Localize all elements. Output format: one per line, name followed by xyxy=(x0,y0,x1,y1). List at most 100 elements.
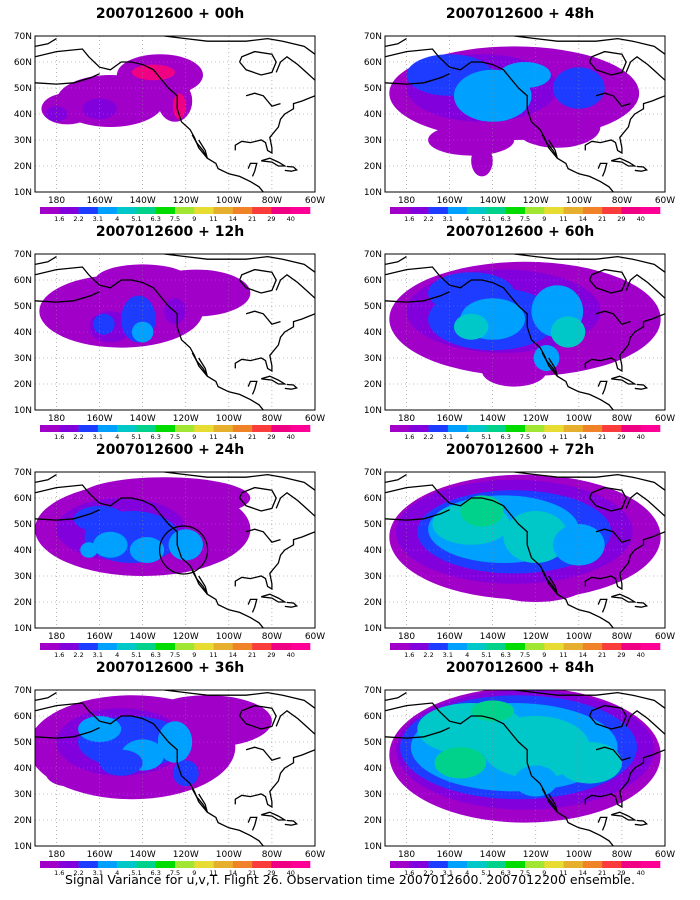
lat-tick-label: 10N xyxy=(14,842,32,852)
colorbar-swatch xyxy=(136,861,157,868)
colorbar-swatch xyxy=(155,643,176,650)
lon-tick-label: 100W xyxy=(216,850,242,860)
colorbar-swatch xyxy=(136,207,157,214)
coastline xyxy=(541,788,558,813)
lon-tick-label: 140W xyxy=(480,632,506,642)
variance-contour xyxy=(499,62,551,88)
lon-tick-label: 180 xyxy=(398,632,415,642)
lon-tick-label: 160W xyxy=(437,414,463,424)
lon-tick-label: 100W xyxy=(566,850,592,860)
coastline xyxy=(284,601,299,608)
coastline xyxy=(597,380,608,395)
gridlines xyxy=(35,36,316,192)
coastline xyxy=(385,509,450,521)
colorbar-label: 21 xyxy=(598,651,606,658)
lat-tick-label: 30N xyxy=(364,790,382,800)
coastline xyxy=(247,598,258,613)
map-panel: 2007012600 + 00h 10N 20N 30N 40N 50N 60N 70N 180… xyxy=(0,6,340,222)
coastline xyxy=(611,375,638,385)
colorbar-label: 5.1 xyxy=(481,215,491,222)
map-frame xyxy=(34,689,316,847)
lat-tick-label: 40N xyxy=(364,328,382,338)
coastline xyxy=(584,313,665,373)
map-panel: 2007012600 + 36h 10N 20N 30N 40N 50N 60N 70N 180… xyxy=(0,660,340,876)
variance-contour xyxy=(460,495,504,527)
colorbar-swatch xyxy=(390,207,410,214)
colorbar-swatch xyxy=(409,643,429,650)
lon-tick-label: 120W xyxy=(523,850,549,860)
colorbar-swatch xyxy=(97,425,118,432)
coastlines xyxy=(35,36,315,192)
lon-tick-label: 180 xyxy=(48,414,65,424)
colorbar-swatch xyxy=(59,425,79,432)
colorbar-swatch xyxy=(117,207,137,214)
colorbar-label: 40 xyxy=(637,433,645,440)
colorbar-swatch xyxy=(78,861,99,868)
coastline xyxy=(385,727,450,739)
colorbar-swatch xyxy=(194,207,214,214)
colorbar-label: 21 xyxy=(598,215,606,222)
colorbar-swatch xyxy=(621,207,642,214)
variance-contour xyxy=(95,264,191,296)
colorbar-swatch xyxy=(59,207,79,214)
lon-tick-label: 120W xyxy=(523,632,549,642)
coastline xyxy=(234,95,315,155)
colorbar-label: 14 xyxy=(579,869,587,876)
colorbar-label: 9 xyxy=(542,651,546,658)
colorbar-swatch xyxy=(582,861,603,868)
coastline xyxy=(385,256,407,266)
lon-tick-label: 120W xyxy=(173,850,199,860)
colorbar-swatch xyxy=(390,643,410,650)
coastline xyxy=(385,266,614,410)
coastline xyxy=(191,352,208,377)
colorbar-label: 40 xyxy=(287,651,295,658)
colorbar-label: 9 xyxy=(542,433,546,440)
colorbar-label: 1.6 xyxy=(54,433,64,440)
coastline xyxy=(385,291,450,303)
coastline xyxy=(584,531,665,591)
lon-tick-label: 120W xyxy=(173,196,199,206)
colorbar-label: 14 xyxy=(579,651,587,658)
colorbar-swatch xyxy=(563,207,584,214)
colorbar-swatch xyxy=(232,425,253,432)
colorbar-swatch xyxy=(97,643,118,650)
colorbar-label: 6.3 xyxy=(501,651,511,658)
colorbar-label: 9 xyxy=(192,215,196,222)
coastline xyxy=(595,310,631,325)
lat-tick-label: 10N xyxy=(364,624,382,634)
variance-contour xyxy=(73,505,126,532)
colorbar-swatch xyxy=(505,207,526,214)
colorbar-swatch xyxy=(467,425,487,432)
colorbar-swatch xyxy=(136,643,157,650)
colorbar-swatch xyxy=(505,425,526,432)
colorbar-swatch xyxy=(252,861,272,868)
colorbar-swatch xyxy=(40,643,60,650)
lat-tick-label: 60N xyxy=(364,494,382,504)
colorbar-swatch xyxy=(428,643,449,650)
lon-tick-label: 60W xyxy=(655,414,675,424)
coastline xyxy=(261,811,288,821)
map-panel: 2007012600 + 60h 10N 20N 30N 40N 50N 60N 70N 180… xyxy=(350,224,690,440)
coastline xyxy=(385,474,407,484)
coastlines xyxy=(385,36,665,192)
lon-tick-label: 100W xyxy=(566,196,592,206)
lat-tick-label: 70N xyxy=(364,32,382,42)
coastline xyxy=(514,472,665,491)
colorbar-swatch xyxy=(602,425,622,432)
lat-tick-label: 70N xyxy=(14,686,32,696)
lat-tick-label: 30N xyxy=(14,136,32,146)
coastline xyxy=(514,36,665,55)
coastline xyxy=(284,819,299,826)
gridlines xyxy=(35,472,316,628)
coastline xyxy=(35,256,57,266)
colorbar-swatch xyxy=(428,861,449,868)
colorbar-label: 6.3 xyxy=(501,433,511,440)
colorbar-label: 6.3 xyxy=(501,215,511,222)
lat-tick-label: 40N xyxy=(364,764,382,774)
coastline xyxy=(239,268,277,294)
colorbar-label: 4 xyxy=(465,869,469,876)
lat-tick-label: 10N xyxy=(364,406,382,416)
colorbar-swatch xyxy=(447,643,468,650)
lon-tick-label: 140W xyxy=(130,850,156,860)
coastline xyxy=(611,593,638,603)
